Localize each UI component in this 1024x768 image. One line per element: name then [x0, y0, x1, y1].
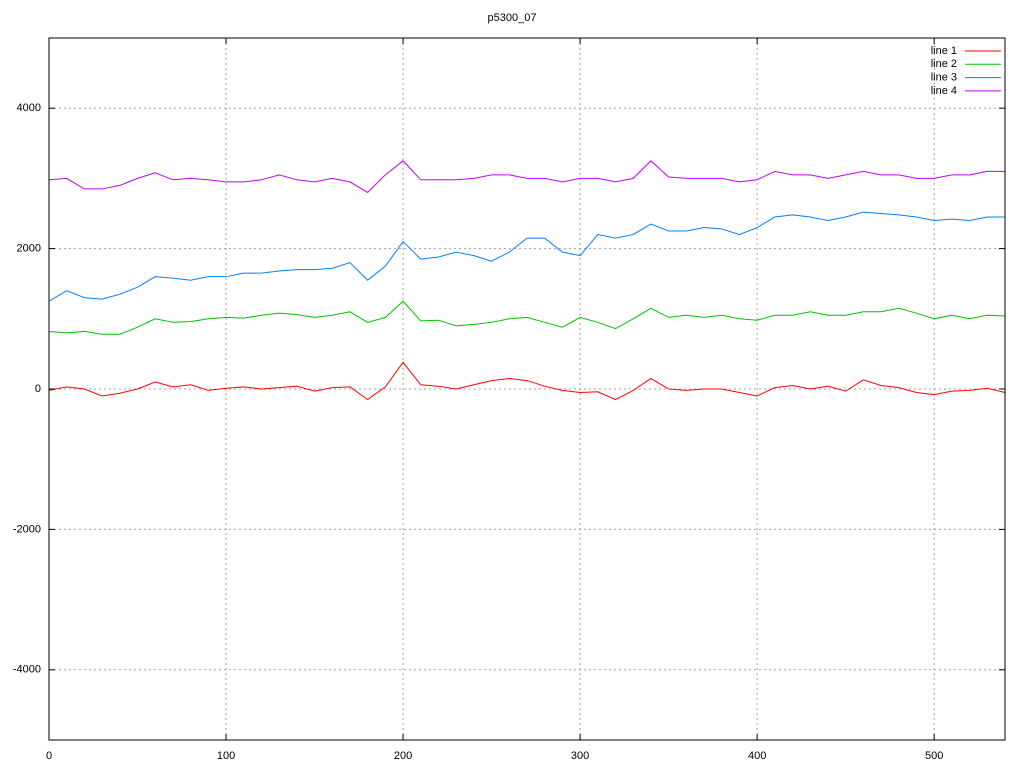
data-line [48, 300, 1006, 335]
plot-area [48, 160, 1006, 401]
x-tick-label: 200 [394, 750, 412, 762]
legend-label: line 1 [931, 45, 957, 57]
y-tick-label: -4000 [13, 664, 41, 676]
grid [48, 38, 1005, 740]
y-tick-label: 4000 [17, 102, 41, 114]
data-line [48, 211, 1005, 302]
chart-title: p5300_07 [488, 12, 537, 24]
x-tick-label: 400 [748, 750, 766, 762]
x-tick-label: 500 [925, 750, 943, 762]
plot-border [48, 37, 1006, 741]
y-tick-label: 0 [35, 383, 41, 395]
legend-label: line 3 [931, 72, 957, 84]
legend-label: line 2 [931, 58, 957, 70]
y-tick-label: 2000 [17, 243, 41, 255]
x-tick-label: 0 [46, 750, 52, 762]
x-tick-label: 100 [217, 750, 235, 762]
x-tick-label: 300 [571, 750, 589, 762]
y-tick-label: -2000 [13, 523, 41, 535]
data-line [48, 160, 1005, 194]
data-line [48, 361, 1006, 401]
legend-label: line 4 [931, 85, 957, 97]
